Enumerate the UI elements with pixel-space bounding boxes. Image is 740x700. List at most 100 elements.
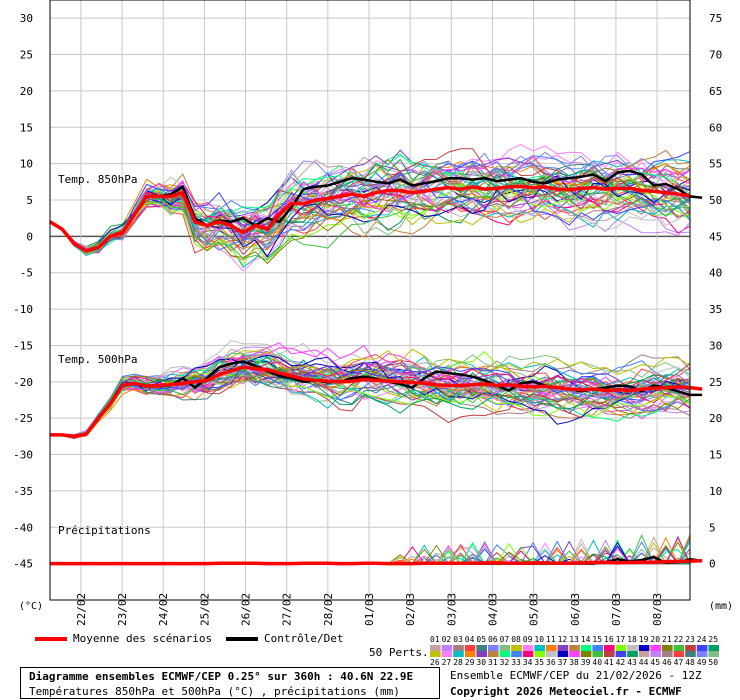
mean-line-precip bbox=[50, 558, 703, 566]
right-tick-label: 10 bbox=[709, 485, 722, 498]
pert-code-top: 12 bbox=[558, 635, 568, 644]
pert-swatch-bottom bbox=[650, 651, 661, 657]
ensemble-members bbox=[49, 143, 691, 565]
grid bbox=[50, 0, 690, 600]
pert-swatch-bottom bbox=[696, 651, 708, 657]
x-tick-label: 03/03 bbox=[445, 593, 458, 626]
pert-code-bottom: 29 bbox=[465, 658, 475, 667]
pert-swatch-bottom bbox=[534, 651, 545, 657]
left-tick-label: 0 bbox=[26, 230, 33, 243]
pert-code-bottom: 45 bbox=[650, 658, 660, 667]
pert-code-top: 22 bbox=[674, 635, 684, 644]
pert-code-bottom: 38 bbox=[569, 658, 579, 667]
pert-code-top: 25 bbox=[708, 635, 718, 644]
annotation-t850: Temp. 850hPa bbox=[58, 173, 137, 186]
left-tick-label: -5 bbox=[20, 267, 33, 280]
pert-code-bottom: 26 bbox=[430, 658, 440, 667]
pert-swatch-top bbox=[662, 645, 673, 651]
member-line-precip bbox=[50, 541, 691, 565]
left-tick-label: -45 bbox=[13, 558, 33, 571]
member-line-precip bbox=[50, 541, 691, 565]
pert-swatch-top bbox=[488, 645, 499, 651]
pert-swatch-bottom bbox=[557, 651, 569, 657]
left-tick-label: -10 bbox=[13, 303, 33, 316]
member-line-precip bbox=[50, 535, 691, 565]
pert-code-top: 04 bbox=[465, 635, 475, 644]
legend-control-swatch bbox=[226, 637, 258, 641]
member-line-t850 bbox=[49, 175, 691, 252]
left-tick-label: -30 bbox=[13, 449, 33, 462]
left-unit-label: (°C) bbox=[19, 601, 43, 612]
pert-swatch-top bbox=[522, 645, 534, 651]
pert-swatch-top bbox=[580, 645, 592, 651]
x-tick-label: 27/02 bbox=[281, 593, 294, 626]
pert-code-bottom: 40 bbox=[592, 658, 602, 667]
pert-code-bottom: 36 bbox=[546, 658, 556, 667]
pert-swatch-top bbox=[557, 645, 569, 651]
pert-code-top: 14 bbox=[581, 635, 591, 644]
pert-swatch-bottom bbox=[488, 651, 499, 657]
x-tick-label: 07/03 bbox=[610, 593, 623, 626]
pert-swatch-top bbox=[708, 645, 719, 651]
member-line-precip bbox=[50, 533, 690, 565]
right-tick-label: 5 bbox=[709, 521, 716, 534]
pert-code-bottom: 27 bbox=[442, 658, 452, 667]
pert-swatch-top bbox=[430, 645, 441, 651]
pert-code-top: 13 bbox=[569, 635, 579, 644]
pert-swatch-bottom bbox=[580, 651, 592, 657]
right-tick-label: 55 bbox=[709, 158, 722, 171]
right-tick-label: 35 bbox=[709, 303, 722, 316]
chart-title: Diagramme ensembles ECMWF/CEP 0.25° sur … bbox=[29, 670, 414, 683]
left-tick-label: -25 bbox=[13, 412, 33, 425]
pert-code-bottom: 47 bbox=[674, 658, 684, 667]
left-axis-ticks: 30 25 20 15 10 5 0 -5 -10 -15 -20 -25 -30 -35 -40 -45 bbox=[13, 12, 33, 570]
pert-code-bottom: 34 bbox=[523, 658, 533, 667]
right-tick-label: 0 bbox=[709, 558, 716, 571]
member-line-precip bbox=[50, 541, 691, 565]
pert-swatch-bottom bbox=[453, 651, 464, 657]
pert-code-top: 08 bbox=[511, 635, 521, 644]
pert-code-bottom: 35 bbox=[534, 658, 544, 667]
x-tick-label: 01/03 bbox=[363, 593, 376, 626]
pert-code-top: 24 bbox=[697, 635, 707, 644]
pert-swatch-top bbox=[592, 645, 603, 651]
pert-code-top: 05 bbox=[476, 635, 486, 644]
legend-control-label: Contrôle/Det bbox=[264, 632, 344, 645]
plot-frame bbox=[49, 0, 691, 601]
x-tick-label: 08/03 bbox=[651, 593, 664, 626]
pert-swatch-bottom bbox=[476, 651, 487, 657]
pert-code-bottom: 30 bbox=[476, 658, 486, 667]
pert-swatch-top bbox=[453, 645, 464, 651]
pert-swatch-bottom bbox=[499, 651, 511, 657]
right-tick-label: 45 bbox=[709, 230, 722, 243]
pert-code-bottom: 48 bbox=[685, 658, 695, 667]
pert-swatch-top bbox=[685, 645, 696, 651]
pert-code-bottom: 49 bbox=[697, 658, 707, 667]
pert-swatch-bottom bbox=[673, 651, 685, 657]
member-line-t850 bbox=[49, 155, 691, 249]
pert-swatch-top bbox=[696, 645, 708, 651]
x-tick-label: 28/02 bbox=[322, 593, 335, 626]
right-tick-label: 70 bbox=[709, 49, 722, 62]
pert-swatch-bottom bbox=[464, 651, 476, 657]
perturbation-legend: 01 02 03 04 05 06 07 08 09 10 11 12 13 14 15 16 17 18 19 20… bbox=[430, 635, 719, 667]
pert-swatch-top bbox=[650, 645, 661, 651]
x-tick-label: 23/02 bbox=[116, 593, 129, 626]
pert-swatch-bottom bbox=[511, 651, 522, 657]
pert-code-top: 19 bbox=[639, 635, 649, 644]
right-tick-label: 40 bbox=[709, 267, 722, 280]
left-tick-label: -20 bbox=[13, 376, 33, 389]
pert-swatch-bottom bbox=[662, 651, 673, 657]
member-line-precip bbox=[50, 542, 690, 565]
member-line-precip bbox=[50, 534, 691, 565]
left-tick-label: -15 bbox=[13, 339, 33, 352]
right-tick-label: 60 bbox=[709, 121, 722, 134]
pert-swatch-bottom bbox=[615, 651, 627, 657]
pert-swatch-bottom bbox=[441, 651, 453, 657]
pert-swatch-top bbox=[569, 645, 580, 651]
left-tick-label: -40 bbox=[13, 521, 33, 534]
x-tick-label: 05/03 bbox=[528, 593, 541, 626]
pert-swatch-bottom bbox=[592, 651, 603, 657]
pert-code-bottom: 37 bbox=[558, 658, 568, 667]
pert-swatch-top bbox=[673, 645, 685, 651]
